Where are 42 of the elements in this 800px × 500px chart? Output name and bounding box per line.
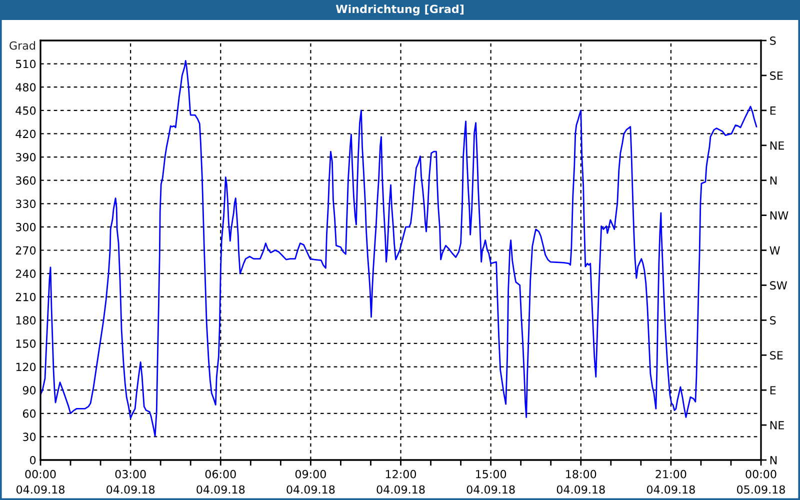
category-label: S xyxy=(770,36,776,45)
y-tick-label: 120 xyxy=(16,362,36,372)
y-tick-label: 360 xyxy=(16,176,36,185)
x-tick-label: 21:00 04.09.18 xyxy=(646,470,695,494)
x-tick-label: 00:00 04.09.18 xyxy=(16,470,64,494)
x-tick-label: 00:00 05.09.18 xyxy=(736,470,785,494)
category-label: NE xyxy=(770,141,784,150)
category-label: E xyxy=(770,386,776,394)
y-tick-label: 300 xyxy=(16,222,36,232)
category-label: SE xyxy=(770,71,783,80)
x-tick-label: 18:00 04.09.18 xyxy=(556,470,605,494)
y-tick-label: 270 xyxy=(16,246,36,255)
category-label: SW xyxy=(770,281,788,290)
y-tick-label: 210 xyxy=(16,292,36,302)
category-label: NW xyxy=(770,211,788,220)
x-tick-label: 15:00 04.09.18 xyxy=(466,470,515,494)
x-tick-label: 03:00 04.09.18 xyxy=(106,470,155,494)
y-tick-label: 330 xyxy=(16,200,36,208)
category-label: E xyxy=(770,106,776,115)
x-tick-label: 12:00 04.09.18 xyxy=(376,470,425,494)
chart-title: Windrichtung [Grad] xyxy=(336,4,464,16)
y-tick-label: 390 xyxy=(16,153,36,162)
y-tick-label: 180 xyxy=(16,316,36,325)
category-label: S xyxy=(770,316,776,325)
y-tick-label: 240 xyxy=(16,270,36,278)
x-tick-label: 09:00 04.09.18 xyxy=(286,470,335,494)
category-label: W xyxy=(770,246,780,254)
category-label: N xyxy=(770,176,777,185)
category-label: N xyxy=(770,456,777,464)
category-label: NE xyxy=(770,421,784,430)
y-tick-label: 0 xyxy=(30,456,36,464)
y-tick-label: 510 xyxy=(16,60,36,68)
y-tick-label: 30 xyxy=(23,432,36,442)
y-axis-title: Grad xyxy=(10,41,35,50)
y-tick-label: 90 xyxy=(22,386,36,394)
x-tick-label: 06:00 04.09.18 xyxy=(196,470,245,494)
y-tick-label: 480 xyxy=(16,83,36,92)
y-tick-label: 420 xyxy=(16,130,36,138)
category-label: SE xyxy=(770,351,783,360)
y-tick-label: 150 xyxy=(16,339,36,348)
y-tick-label: 60 xyxy=(22,409,36,418)
y-tick-label: 450 xyxy=(16,106,36,115)
